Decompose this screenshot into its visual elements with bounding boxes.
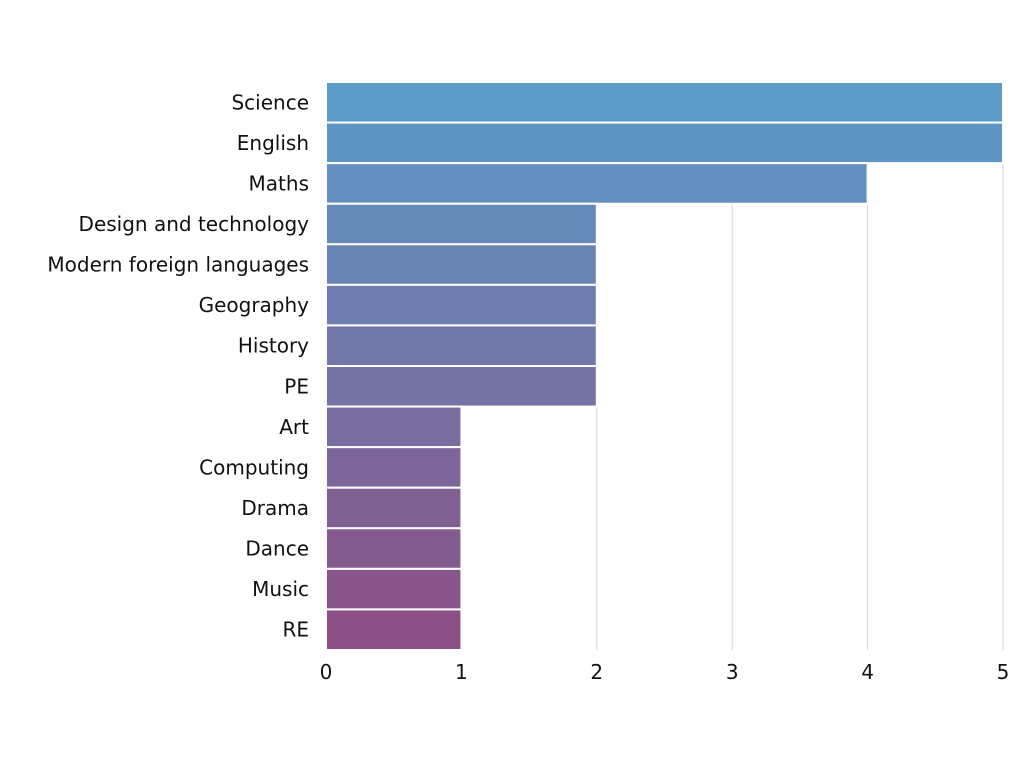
x-tick-label: 5	[997, 660, 1010, 684]
category-labels: Science English Maths Design and technology…	[47, 90, 309, 641]
x-tick-label: 1	[455, 660, 468, 684]
category-label: RE	[282, 618, 309, 642]
bar-dance	[325, 527, 463, 570]
category-label: Geography	[199, 293, 310, 317]
bar-design-and-technology	[325, 202, 598, 246]
category-label: Maths	[249, 171, 309, 195]
category-label: Art	[279, 415, 309, 439]
bar-maths	[325, 162, 869, 205]
category-label: Science	[231, 90, 309, 114]
bar-pe	[325, 365, 598, 408]
category-label: PE	[284, 374, 309, 398]
bar-music	[325, 567, 463, 611]
x-tick-label: 3	[726, 660, 739, 684]
x-tick-label: 0	[320, 660, 333, 684]
bar-science	[325, 81, 1004, 124]
bar-re	[325, 608, 463, 652]
bar-computing	[325, 446, 463, 489]
bar-history	[325, 324, 598, 367]
category-label: Dance	[245, 537, 309, 561]
x-axis-ticks: 0 1 2 3 4 5	[320, 660, 1010, 684]
x-tick-label: 4	[861, 660, 874, 684]
category-label: Drama	[241, 496, 309, 520]
bar-art	[325, 405, 463, 449]
category-label: Music	[252, 577, 309, 601]
category-label: History	[238, 334, 309, 358]
category-label: Design and technology	[79, 212, 310, 236]
bars	[325, 81, 1004, 652]
bar-drama	[325, 486, 463, 530]
category-label: English	[237, 131, 309, 155]
category-label: Computing	[199, 455, 309, 479]
bar-geography	[325, 283, 598, 327]
bar-english	[325, 121, 1004, 165]
category-label: Modern foreign languages	[47, 253, 309, 277]
x-tick-label: 2	[590, 660, 603, 684]
bar-modern-foreign-languages	[325, 243, 598, 286]
